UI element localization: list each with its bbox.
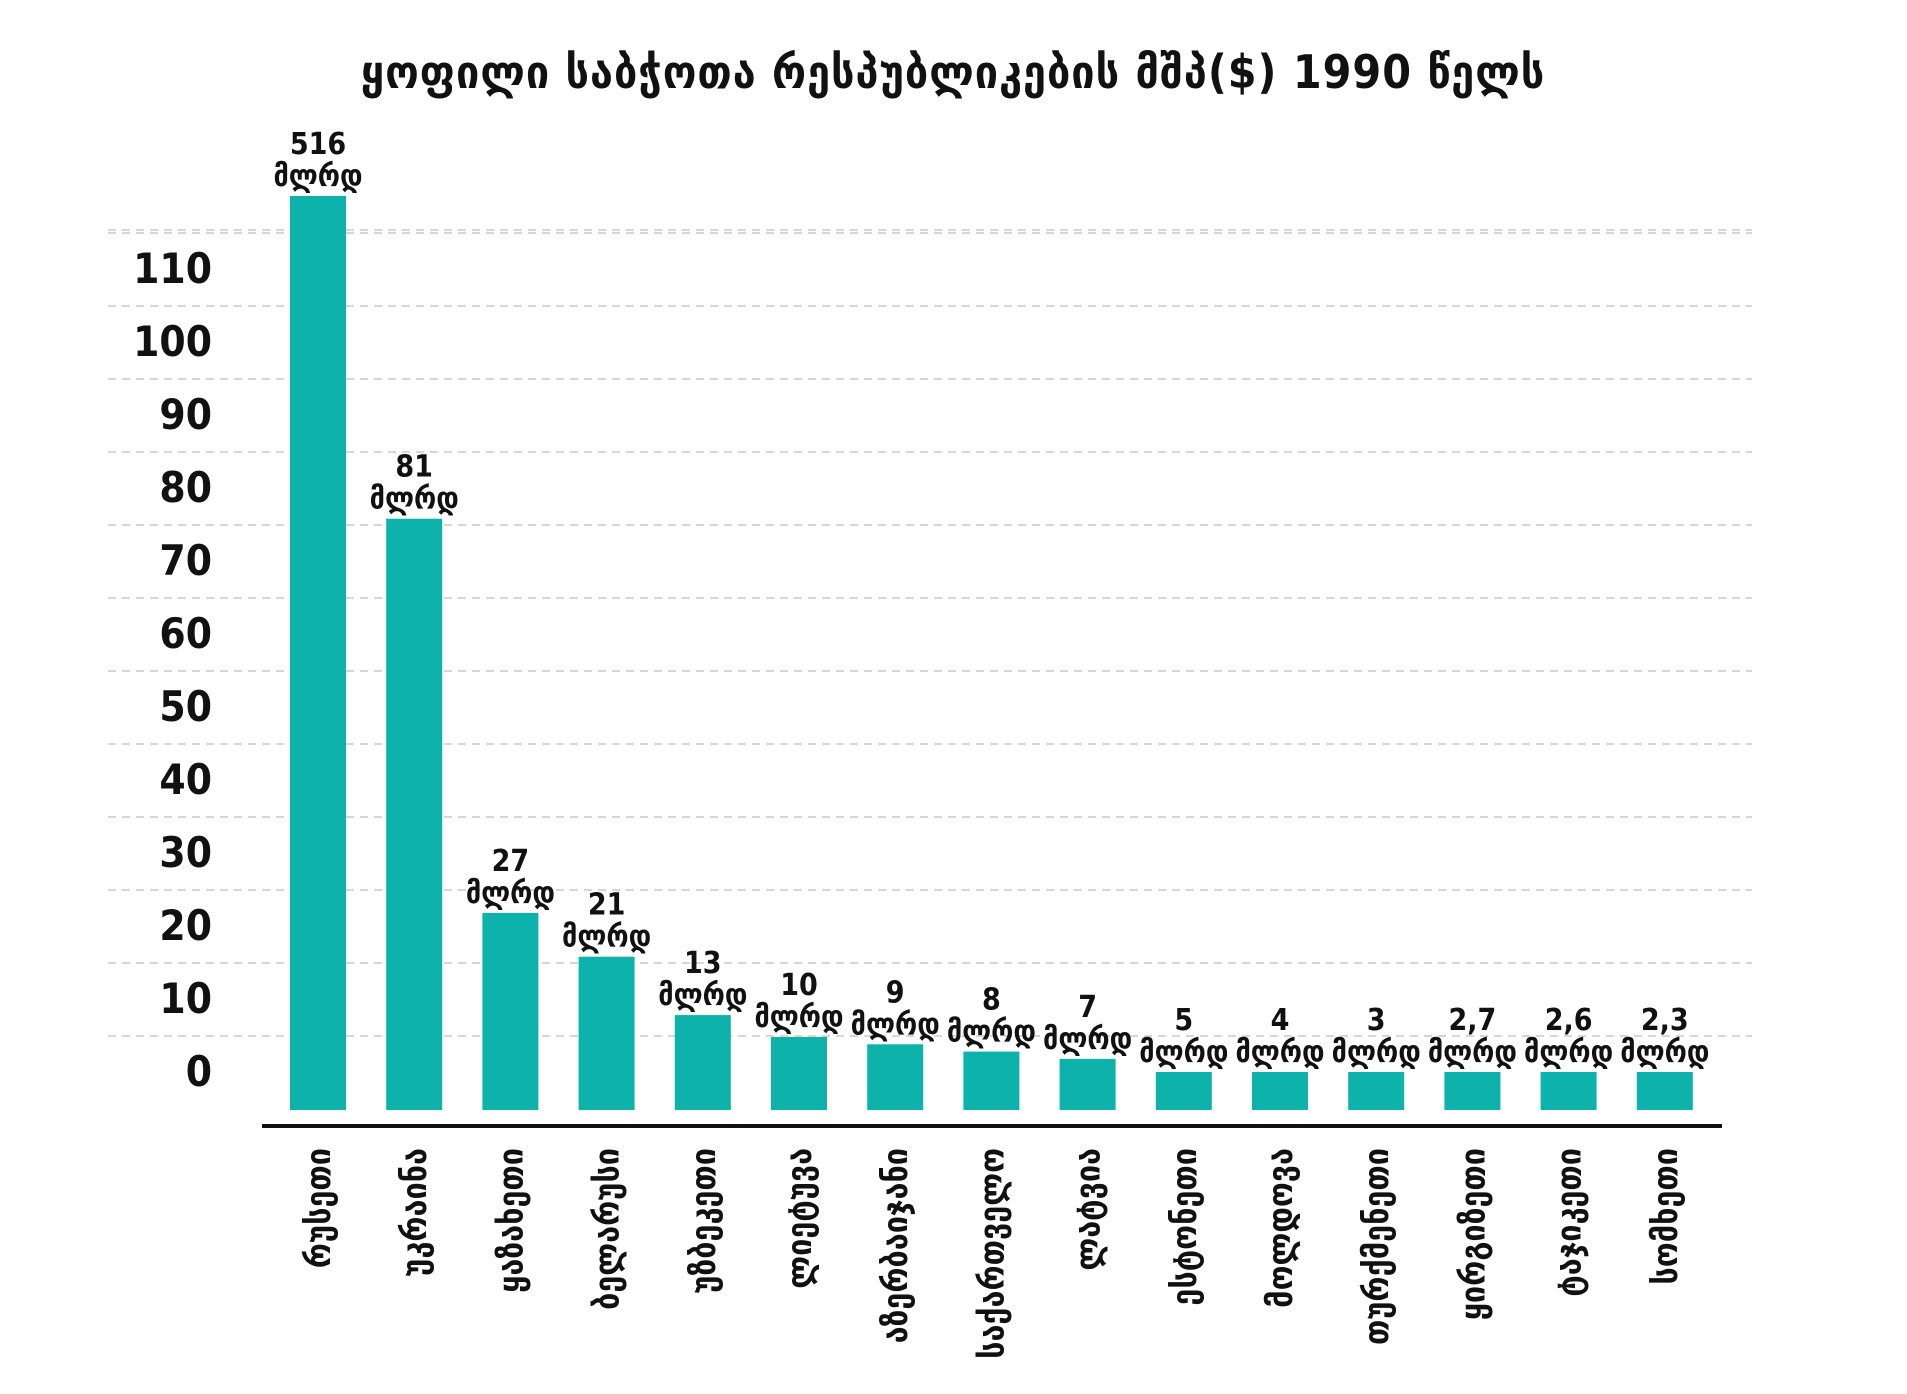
- y-tick-label: 20: [159, 901, 212, 950]
- data-label-value: 7: [1078, 990, 1097, 1025]
- data-label-value: 8: [982, 983, 1001, 1018]
- x-category-label: ყირგიზეთი: [1453, 1148, 1493, 1320]
- bar: [963, 1051, 1020, 1110]
- gridlines: [108, 229, 1752, 1037]
- y-tick-label: 110: [133, 244, 212, 293]
- x-category-label: ლიეტუვა: [780, 1148, 820, 1289]
- data-label-unit: მლრდ: [851, 1007, 940, 1042]
- x-category-label: ტაჯიკეთი: [1550, 1148, 1590, 1297]
- bar: [674, 1015, 731, 1110]
- data-label-value: 2,3: [1641, 1003, 1689, 1038]
- data-label-value: 13: [684, 946, 722, 981]
- data-label-unit: მლრდ: [947, 1015, 1036, 1050]
- y-tick-label: 80: [159, 463, 212, 512]
- bar: [578, 956, 635, 1110]
- x-category-label: მოლდოვა: [1261, 1148, 1301, 1308]
- data-label-value: 4: [1271, 1003, 1290, 1038]
- data-label-unit: მლრდ: [754, 1000, 843, 1035]
- data-label-value: 2,7: [1448, 1003, 1496, 1038]
- data-label-value: 2,6: [1545, 1003, 1593, 1038]
- data-label-unit: მლრდ: [1235, 1035, 1324, 1070]
- data-label-unit: მლრდ: [273, 159, 362, 194]
- bar: [867, 1044, 924, 1110]
- x-category-label: ბელარუსი: [588, 1148, 628, 1310]
- y-tick-label: 10: [159, 974, 212, 1023]
- x-category-label: აზერბაიჯანი: [876, 1148, 916, 1343]
- y-tick-label: 60: [159, 609, 212, 658]
- x-category-label: საქართველო: [972, 1148, 1012, 1359]
- data-label-value: 81: [395, 450, 433, 485]
- y-tick-label: 0: [186, 1047, 212, 1096]
- data-label-unit: მლრდ: [1620, 1035, 1709, 1070]
- y-tick-label: 40: [159, 755, 212, 804]
- x-category-label: ლატვია: [1069, 1148, 1109, 1271]
- chart-title: ყოფილი საბჭოთა რესპუბლიკების მშპ($) 1990…: [361, 45, 1546, 99]
- y-tick-label: 30: [159, 828, 212, 877]
- data-label-value: 27: [492, 844, 530, 879]
- data-label-value: 516: [290, 127, 346, 162]
- x-category-label: ყაზახეთი: [491, 1148, 531, 1293]
- data-label-unit: მლრდ: [1139, 1035, 1228, 1070]
- y-tick-label: 50: [159, 682, 212, 731]
- bar: [1636, 1072, 1693, 1110]
- x-category-label: რუსეთი: [299, 1148, 339, 1268]
- bar: [1444, 1072, 1501, 1110]
- data-label-unit: მლრდ: [1043, 1022, 1132, 1057]
- data-label-unit: მლრდ: [1428, 1035, 1517, 1070]
- bar: [1540, 1072, 1597, 1110]
- x-axis-categories: რუსეთი უკრაინა ყაზახეთი ბელარუსი უზბეკეთი ლიე…: [299, 1148, 1686, 1359]
- x-category-label: სომხეთი: [1646, 1148, 1686, 1285]
- data-label-unit: მლრდ: [1524, 1035, 1613, 1070]
- y-axis-ticks: 0 10 20 30 40 50 60 70 80 90 100 110: [133, 244, 212, 1096]
- data-label-unit: მლრდ: [1332, 1035, 1421, 1070]
- y-tick-label: 90: [159, 390, 212, 439]
- bar: [290, 196, 346, 1110]
- data-label-unit: მლრდ: [562, 920, 651, 955]
- bar: [386, 518, 443, 1110]
- bar: [1252, 1072, 1308, 1110]
- x-category-label: ესტონეთი: [1165, 1148, 1205, 1306]
- x-category-label: თურქმენეთი: [1357, 1148, 1397, 1345]
- bar: [1348, 1072, 1405, 1110]
- data-label-value: 5: [1174, 1003, 1193, 1038]
- y-tick-label: 70: [159, 536, 212, 585]
- bar: [1155, 1072, 1212, 1110]
- bar: [482, 912, 539, 1110]
- data-label-unit: მლრდ: [658, 978, 747, 1013]
- data-label-value: 10: [780, 968, 818, 1003]
- x-category-label: უკრაინა: [395, 1148, 435, 1277]
- bars: [290, 196, 1693, 1110]
- data-label-value: 21: [588, 888, 626, 923]
- data-label-value: 3: [1367, 1003, 1386, 1038]
- data-label-value: 9: [886, 975, 905, 1010]
- y-tick-label: 100: [133, 317, 212, 366]
- data-label-unit: მლრდ: [370, 482, 459, 517]
- bar: [1059, 1058, 1116, 1110]
- data-label-unit: მლრდ: [466, 876, 555, 911]
- bar: [771, 1037, 827, 1110]
- x-category-label: უზბეკეთი: [684, 1148, 724, 1294]
